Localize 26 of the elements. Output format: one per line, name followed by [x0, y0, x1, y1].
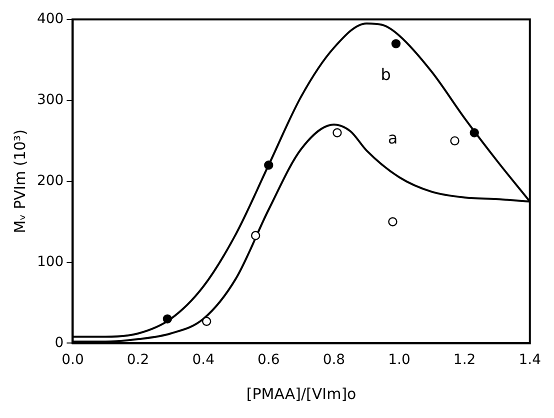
annotation: b: [380, 65, 391, 84]
x-tick-label: 1.2: [453, 352, 476, 368]
point: [450, 136, 460, 146]
point: [391, 39, 401, 48]
point: [250, 230, 260, 240]
point: [162, 314, 172, 324]
y-tick-label: 300: [36, 92, 64, 108]
y-tick-label: 100: [36, 254, 64, 270]
y-tick-label: 0: [54, 334, 64, 351]
y-tick-label: 400: [36, 11, 64, 28]
x-tick-label: 1.4: [518, 352, 542, 368]
x-axis-title: [PMAA]/[VIm]o: [246, 384, 356, 403]
x-tick-label: 0.8: [322, 352, 346, 368]
point: [202, 316, 212, 326]
y-tick-label: 200: [36, 172, 64, 189]
y-axis-title: Mᵥ PVIm (10³): [10, 129, 29, 234]
point: [470, 128, 479, 138]
x-tick-label: 0.4: [192, 352, 215, 368]
x-tick-label: 1.0: [388, 352, 410, 368]
x-tick-label: 0.2: [126, 352, 150, 368]
point: [264, 160, 274, 170]
point: [388, 217, 398, 226]
x-tick-label: 0.0: [62, 352, 84, 368]
x-tick-label: 0.6: [258, 352, 280, 368]
point: [332, 128, 342, 138]
annotation: a: [388, 128, 398, 148]
